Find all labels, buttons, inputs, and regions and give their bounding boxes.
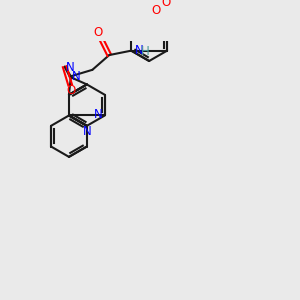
Text: N: N <box>135 44 143 57</box>
Text: O: O <box>151 4 160 16</box>
Text: O: O <box>66 84 76 98</box>
Text: N: N <box>66 61 75 74</box>
Text: N: N <box>94 108 102 121</box>
Text: N: N <box>71 70 80 83</box>
Text: N: N <box>83 125 92 138</box>
Text: O: O <box>161 0 170 9</box>
Text: H: H <box>141 45 149 58</box>
Text: O: O <box>94 26 103 39</box>
